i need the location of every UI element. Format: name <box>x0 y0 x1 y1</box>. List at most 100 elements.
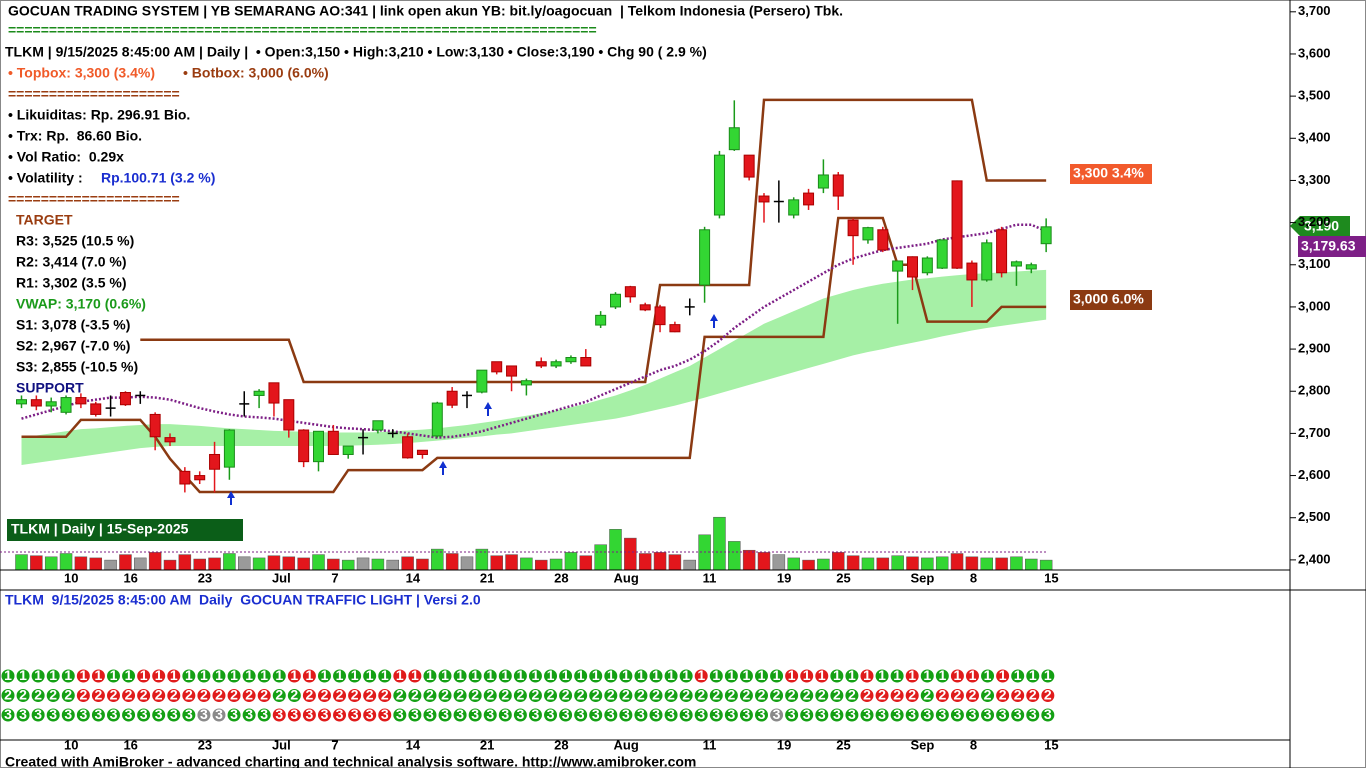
signal-dot <box>498 669 512 683</box>
candle-body <box>669 324 681 333</box>
candle-body <box>209 453 221 470</box>
volume-bar <box>861 557 875 571</box>
target-heading: TARGET <box>16 212 73 228</box>
signal-dot <box>709 708 723 722</box>
signal-label: 3 <box>95 706 103 722</box>
signal-label: 2 <box>607 687 615 703</box>
candle-body <box>654 306 666 326</box>
candle-body <box>713 154 725 216</box>
signal-dot <box>438 689 452 702</box>
signal-dot <box>378 708 392 722</box>
signal-dot <box>182 669 196 683</box>
signal-label: 2 <box>275 687 283 703</box>
lower-panel-title: TLKM 9/15/2025 8:45:00 AM Daily GOCUAN T… <box>5 592 481 608</box>
signal-dot <box>875 708 889 722</box>
signal-dot <box>46 689 60 702</box>
signal-label: 2 <box>366 687 374 703</box>
signal-dot <box>664 689 678 702</box>
signal-label: 2 <box>863 687 871 703</box>
x-tick-label: 28 <box>554 570 568 585</box>
volume-bar <box>980 557 993 571</box>
x-tick-label: 21 <box>480 570 494 585</box>
signal-dot <box>408 708 422 722</box>
signal-label: 3 <box>607 706 615 722</box>
x-tick-label: 8 <box>970 570 977 585</box>
signal-dot <box>408 689 422 702</box>
signal-dot <box>227 669 241 683</box>
x-tick-label: 7 <box>331 570 338 585</box>
signal-label: 2 <box>773 687 781 703</box>
signal-dot <box>483 689 497 702</box>
signal-dot <box>965 669 979 683</box>
signal-label: 3 <box>185 706 193 722</box>
signal-label: 1 <box>351 667 359 683</box>
signal-label: 2 <box>351 687 359 703</box>
signal-dot <box>574 708 588 722</box>
signal-label: 1 <box>64 667 72 683</box>
x-tick-label: 28 <box>554 737 568 752</box>
signal-dot <box>393 689 407 702</box>
signal-dot <box>679 708 693 722</box>
signal-dot <box>664 669 678 683</box>
signal-label: 2 <box>79 687 87 703</box>
signal-dot <box>16 708 30 722</box>
signal-dot <box>574 689 588 702</box>
x-tick-label: Aug <box>614 737 639 752</box>
signal-dot <box>1041 669 1055 683</box>
signal-label: 2 <box>848 687 856 703</box>
volume-bar <box>906 556 919 571</box>
signal-label: 3 <box>426 706 434 722</box>
signal-label: 2 <box>908 687 916 703</box>
separator: ===================== <box>8 86 180 102</box>
y-tick-label: 3,000 <box>1298 298 1331 313</box>
signal-label: 2 <box>140 687 148 703</box>
signal-dot <box>378 689 392 702</box>
separator: ========================================… <box>8 22 597 38</box>
signal-label: 2 <box>471 687 479 703</box>
signal-dot <box>770 708 784 722</box>
signal-label: 3 <box>637 706 645 722</box>
signal-label: 2 <box>622 687 630 703</box>
x-tick-label: 11 <box>703 737 717 752</box>
signal-label: 1 <box>1044 667 1052 683</box>
candle-body <box>342 445 354 455</box>
volume-bar <box>1039 559 1053 571</box>
x-tick-label: Sep <box>911 737 935 752</box>
signal-dot <box>1026 689 1040 702</box>
y-tick-label: 3,500 <box>1298 88 1331 103</box>
signal-dot <box>348 689 362 702</box>
signal-dot <box>694 669 708 683</box>
x-tick-label: 19 <box>777 737 791 752</box>
signal-label: 2 <box>697 687 705 703</box>
signal-label: 3 <box>275 706 283 722</box>
signal-label: 3 <box>260 706 268 722</box>
signal-dot <box>619 708 633 722</box>
signal-label: 1 <box>969 667 977 683</box>
candle-body <box>431 402 443 437</box>
volume-bar <box>802 559 815 571</box>
signal-dot <box>197 689 211 702</box>
signal-label: 3 <box>306 706 314 722</box>
signal-dot <box>1 689 15 702</box>
signal-label: 2 <box>381 687 389 703</box>
signal-dot <box>739 708 753 722</box>
signal-label: 1 <box>4 667 12 683</box>
signal-label: 1 <box>1014 667 1022 683</box>
signal-label: 3 <box>501 706 509 722</box>
signal-label: 2 <box>592 687 600 703</box>
volume-bar <box>757 552 771 571</box>
signal-dot <box>227 689 241 702</box>
signal-label: 1 <box>954 667 962 683</box>
signal-label: 1 <box>848 667 856 683</box>
signal-dot <box>453 669 467 683</box>
signal-label: 1 <box>185 667 193 683</box>
signal-label: 1 <box>984 667 992 683</box>
botbox: • Botbox: 3,000 (6.0%) <box>183 65 329 81</box>
signal-dot <box>785 708 799 722</box>
volume-bar <box>505 554 518 571</box>
signal-dot <box>182 689 196 702</box>
candle-body <box>179 470 191 485</box>
signal-label: 2 <box>682 687 690 703</box>
signal-dot <box>950 669 964 683</box>
ma-line <box>21 223 1047 439</box>
